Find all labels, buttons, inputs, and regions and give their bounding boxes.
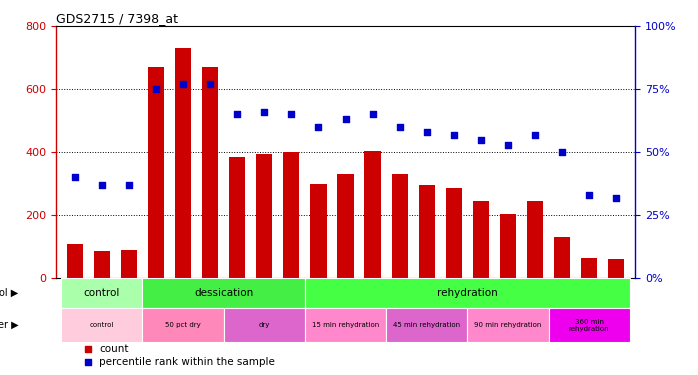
Point [394, 124, 406, 130]
Bar [440, 278, 468, 341]
Bar [527, 201, 543, 278]
Bar [419, 185, 435, 278]
Text: protocol ▶: protocol ▶ [0, 288, 18, 298]
Bar [549, 308, 630, 342]
Bar [278, 278, 305, 341]
Bar [468, 278, 494, 341]
Text: percentile rank within the sample: percentile rank within the sample [99, 357, 275, 368]
Bar [602, 278, 630, 341]
Text: dry: dry [258, 322, 270, 328]
Point [69, 174, 80, 180]
Bar [305, 278, 630, 308]
Bar [392, 174, 408, 278]
Text: rehydration: rehydration [437, 288, 498, 298]
Bar [549, 278, 576, 341]
Bar [223, 308, 305, 342]
Point [285, 111, 297, 117]
Bar [223, 278, 251, 341]
Point [96, 182, 107, 188]
Bar [61, 278, 89, 341]
Point [421, 129, 432, 135]
Bar [608, 259, 624, 278]
Bar [94, 251, 110, 278]
Bar [142, 278, 305, 308]
Bar [67, 243, 83, 278]
Bar [386, 308, 468, 342]
Point [367, 111, 378, 117]
Bar [115, 278, 142, 341]
Text: dessication: dessication [194, 288, 253, 298]
Bar [413, 278, 440, 341]
Text: control: control [89, 322, 114, 328]
Bar [142, 308, 223, 342]
Text: 15 min rehydration: 15 min rehydration [312, 322, 379, 328]
Point [177, 81, 188, 87]
Point [584, 192, 595, 198]
Bar [202, 67, 218, 278]
Text: GDS2715 / 7398_at: GDS2715 / 7398_at [56, 12, 178, 25]
Bar [283, 152, 299, 278]
Point [556, 149, 567, 155]
Bar [256, 154, 272, 278]
Bar [305, 278, 332, 341]
Bar [581, 258, 597, 278]
Bar [311, 184, 327, 278]
Bar [121, 250, 137, 278]
Text: other ▶: other ▶ [0, 320, 18, 330]
Bar [500, 214, 516, 278]
Text: control: control [84, 288, 120, 298]
Text: 45 min rehydration: 45 min rehydration [393, 322, 460, 328]
Bar [251, 278, 278, 341]
Bar [148, 67, 164, 278]
Bar [359, 278, 386, 341]
Bar [521, 278, 549, 341]
Text: 90 min rehydration: 90 min rehydration [474, 322, 542, 328]
Point [503, 142, 514, 148]
Bar [446, 188, 462, 278]
Bar [554, 237, 570, 278]
Bar [468, 308, 549, 342]
Point [313, 124, 324, 130]
Point [259, 109, 270, 115]
Bar [89, 278, 115, 341]
Bar [473, 201, 489, 278]
Point [232, 111, 243, 117]
Point [529, 132, 540, 138]
Bar [142, 278, 170, 341]
Point [82, 360, 94, 366]
Bar [494, 278, 521, 341]
Bar [61, 308, 142, 342]
Point [448, 132, 459, 138]
Point [124, 182, 135, 188]
Point [205, 81, 216, 87]
Point [82, 346, 94, 352]
Bar [305, 308, 386, 342]
Text: 50 pct dry: 50 pct dry [165, 322, 201, 328]
Bar [386, 278, 413, 341]
Point [340, 117, 351, 123]
Text: 360 min
rehydration: 360 min rehydration [569, 319, 609, 332]
Point [611, 195, 622, 201]
Bar [337, 174, 354, 278]
Bar [229, 157, 245, 278]
Point [475, 136, 487, 142]
Bar [175, 48, 191, 278]
Point [151, 86, 162, 92]
Bar [364, 151, 380, 278]
Bar [61, 278, 142, 308]
Bar [197, 278, 223, 341]
Bar [576, 278, 602, 341]
Bar [332, 278, 359, 341]
Text: count: count [99, 344, 129, 354]
Bar [170, 278, 197, 341]
